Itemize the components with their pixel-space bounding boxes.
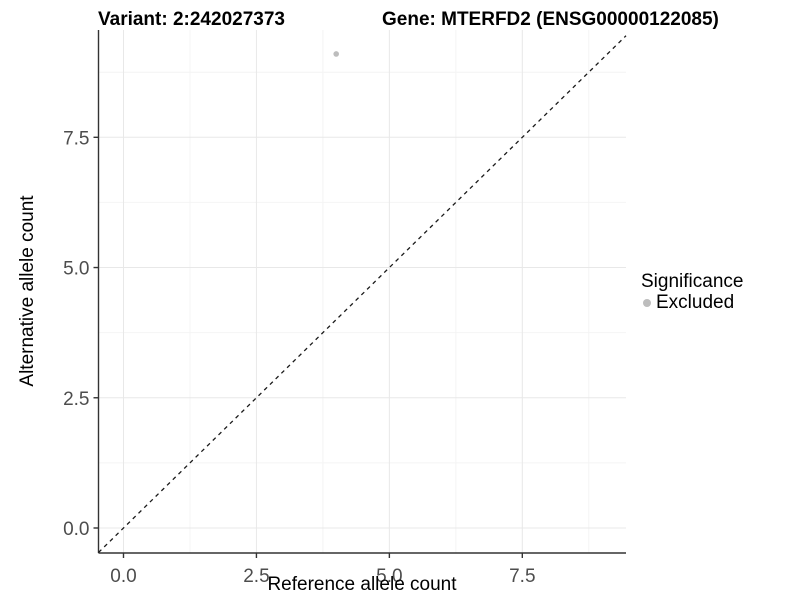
x-tick-label: 7.5 bbox=[509, 566, 535, 587]
legend: Significance Excluded bbox=[641, 271, 743, 313]
x-tick-label: 5.0 bbox=[376, 566, 402, 587]
y-tick-label: 0.0 bbox=[63, 519, 89, 540]
legend-entry-label: Excluded bbox=[656, 292, 735, 313]
y-tick-label: 2.5 bbox=[63, 389, 89, 410]
y-tick-label: 5.0 bbox=[63, 259, 89, 280]
x-axis-title: Reference allele count bbox=[267, 574, 457, 595]
legend-title: Significance bbox=[641, 271, 744, 292]
excluded-point-swatch bbox=[643, 299, 651, 307]
identity-dashed-line bbox=[98, 35, 627, 553]
y-tick-label: 7.5 bbox=[63, 128, 89, 149]
gene-title: Gene: MTERFD2 (ENSG00000122085) bbox=[382, 9, 719, 30]
legend-entry-excluded: Excluded bbox=[641, 293, 743, 313]
y-axis-title: Alternative allele count bbox=[17, 195, 38, 387]
x-tick-label: 0.0 bbox=[110, 566, 136, 587]
data-point bbox=[333, 51, 339, 57]
x-tick-label: 2.5 bbox=[243, 566, 269, 587]
variant-title: Variant: 2:242027373 bbox=[98, 9, 285, 30]
